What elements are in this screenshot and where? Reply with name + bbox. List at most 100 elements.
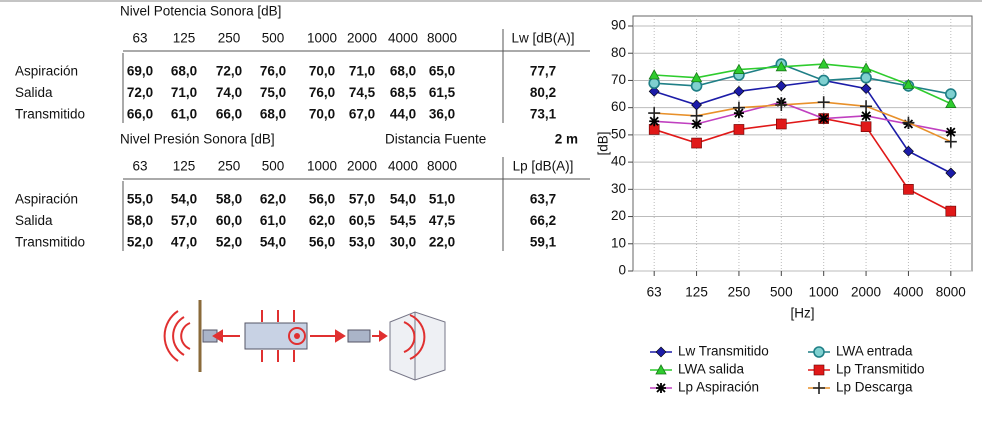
column-header: 125 — [173, 31, 196, 46]
data-point — [775, 80, 787, 92]
value-cell: 58,0 — [216, 192, 242, 207]
duct-illustration — [163, 300, 446, 381]
value-cell: 70,0 — [309, 107, 335, 122]
row-label: Aspiración — [15, 192, 78, 207]
series-line — [654, 63, 952, 105]
data-point — [903, 184, 914, 195]
value-cell: 55,0 — [127, 192, 153, 207]
column-header: 1000 — [307, 31, 337, 46]
x-tick-label: 125 — [685, 285, 708, 300]
value-cell: 54,0 — [260, 235, 286, 250]
y-axis-label: [dB] — [596, 131, 611, 155]
legend-label: LWA entrada — [836, 344, 913, 359]
data-point — [732, 101, 745, 114]
value-cell: 57,0 — [171, 213, 197, 228]
data-point — [860, 83, 872, 95]
data-point — [860, 100, 873, 113]
column-header: Lw [dB(A)] — [511, 31, 574, 46]
value-cell: 70,0 — [309, 64, 335, 79]
value-cell: 61,0 — [171, 107, 197, 122]
value-cell: 62,0 — [260, 192, 286, 207]
series-line — [654, 63, 951, 95]
value-cell: 75,0 — [260, 85, 286, 100]
data-point — [690, 80, 703, 92]
y-tick-label: 40 — [611, 154, 626, 169]
value-cell: 66,0 — [127, 107, 153, 122]
value-cell: 54,5 — [390, 213, 417, 228]
data-point — [945, 88, 957, 100]
series-line — [653, 79, 952, 174]
value-cell: 22,0 — [429, 235, 455, 250]
value-cell: 53,0 — [349, 235, 375, 250]
total-cell: 77,7 — [530, 64, 556, 79]
column-header: 2000 — [347, 31, 377, 46]
legend-marker — [813, 346, 825, 358]
column-header: 8000 — [427, 159, 457, 174]
column-header: 4000 — [388, 31, 418, 46]
value-cell: 47,5 — [429, 213, 456, 228]
row-label: Transmitido — [15, 235, 85, 250]
value-cell: 54,0 — [390, 192, 416, 207]
x-tick-label: 63 — [647, 285, 662, 300]
table-title: Nivel Potencia Sonora [dB] — [120, 4, 281, 19]
column-header: 250 — [218, 159, 241, 174]
value-cell: 65,0 — [429, 64, 455, 79]
value-cell: 30,0 — [390, 235, 416, 250]
value-cell: 67,0 — [349, 107, 375, 122]
data-point — [861, 110, 872, 121]
data-point — [818, 113, 829, 124]
value-cell: 61,0 — [260, 213, 286, 228]
data-point — [860, 121, 872, 133]
column-header: 63 — [132, 159, 147, 174]
data-point — [775, 98, 788, 111]
data-point — [860, 71, 872, 84]
x-tick-label: 2000 — [851, 285, 881, 300]
distance-label: Distancia Fuente — [385, 132, 486, 147]
total-cell: 59,1 — [530, 235, 557, 250]
data-point — [690, 71, 703, 83]
value-cell: 74,5 — [349, 85, 376, 100]
series-line — [653, 117, 952, 212]
column-header: 63 — [132, 31, 147, 46]
value-cell: 68,0 — [260, 107, 286, 122]
y-tick-label: 80 — [611, 45, 626, 60]
x-tick-label: 4000 — [893, 285, 923, 300]
distance-value: 2 m — [555, 132, 578, 147]
column-header: Lp [dB(A)] — [513, 159, 574, 174]
value-cell: 71,0 — [349, 64, 375, 79]
x-tick-label: 8000 — [936, 285, 966, 300]
data-point — [818, 58, 830, 69]
column-header: 250 — [218, 31, 241, 46]
legend-label: LWA salida — [678, 362, 745, 377]
total-cell: 66,2 — [530, 213, 556, 228]
value-cell: 74,0 — [216, 85, 242, 100]
column-header: 500 — [262, 31, 285, 46]
data-point — [903, 145, 914, 157]
value-cell: 68,0 — [171, 64, 197, 79]
value-cell: 52,0 — [216, 235, 242, 250]
legend-marker — [813, 364, 825, 376]
value-cell: 66,0 — [216, 107, 242, 122]
data-point — [945, 167, 957, 179]
data-point — [776, 118, 787, 130]
plot-frame — [632, 15, 973, 272]
y-tick-label: 30 — [611, 181, 626, 196]
x-tick-label: 500 — [770, 285, 793, 300]
value-cell: 51,0 — [429, 192, 455, 207]
legend-marker — [655, 346, 667, 358]
x-axis-label: [Hz] — [790, 306, 814, 321]
value-cell: 60,5 — [349, 213, 376, 228]
value-cell: 52,0 — [127, 235, 153, 250]
column-header: 8000 — [427, 31, 457, 46]
data-point — [860, 62, 872, 73]
value-cell: 72,0 — [216, 64, 242, 79]
legend-label: Lp Transmitido — [836, 362, 925, 377]
value-cell: 69,0 — [127, 64, 153, 79]
y-tick-label: 90 — [611, 18, 626, 33]
data-point — [733, 63, 745, 74]
x-tick-label: 1000 — [809, 285, 839, 300]
value-cell: 76,0 — [260, 64, 286, 79]
value-cell: 71,0 — [171, 85, 197, 100]
data-point — [945, 97, 957, 108]
